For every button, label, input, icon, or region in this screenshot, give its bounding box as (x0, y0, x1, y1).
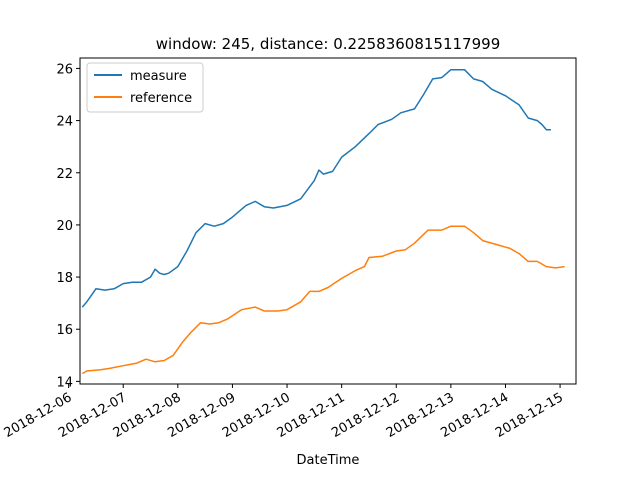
y-tick-label: 24 (56, 115, 73, 130)
plot-area (81, 68, 565, 375)
y-tick-label: 14 (56, 375, 73, 390)
y-tick-label: 22 (56, 167, 73, 182)
chart-title: window: 245, distance: 0.225836081511799… (156, 35, 500, 53)
legend-label-measure: measure (130, 69, 187, 84)
y-tick-label: 26 (56, 62, 73, 77)
y-tick-label: 20 (56, 219, 73, 234)
y-axis: 14 16 18 20 22 24 26 (56, 62, 80, 390)
y-tick-label: 18 (56, 271, 73, 286)
legend: measure reference (86, 62, 204, 113)
axes-frame (79, 57, 577, 385)
series-line-measure (81, 68, 551, 308)
y-tick-label: 16 (56, 323, 73, 338)
x-axis-label: DateTime (297, 453, 360, 468)
legend-label-reference: reference (130, 91, 192, 106)
series-line-reference (81, 225, 565, 375)
